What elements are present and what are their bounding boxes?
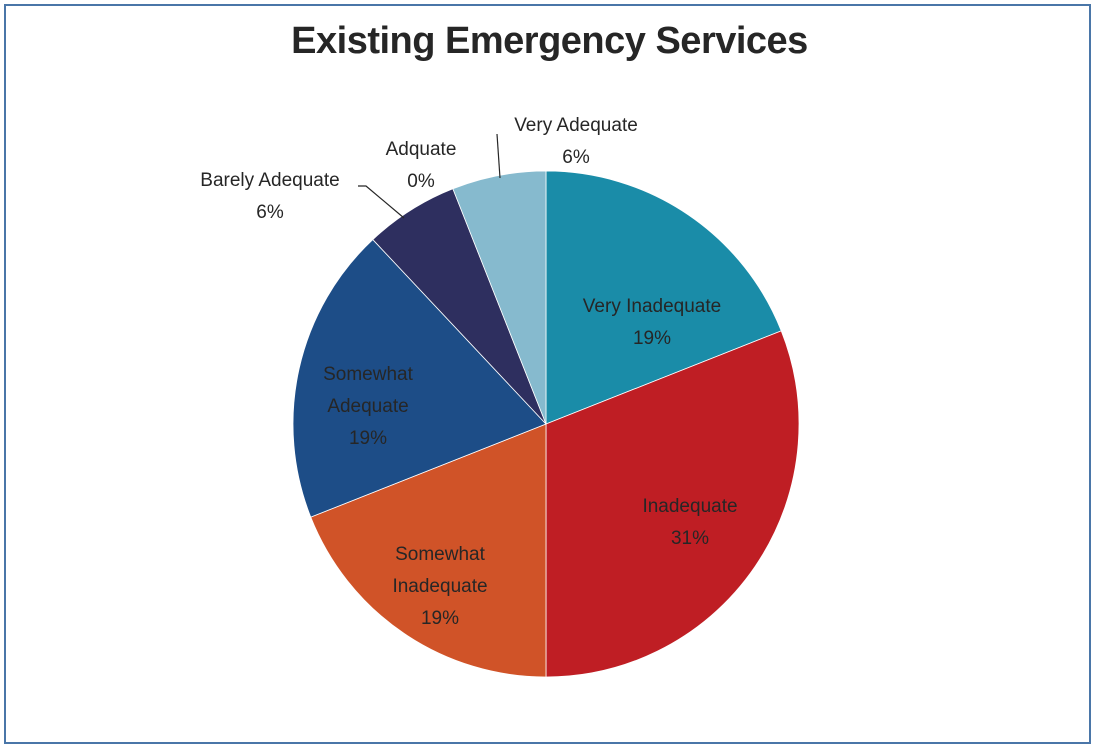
data-label-adquate: Adquate 0% [386,139,457,192]
data-label-barely-adequate: Barely Adequate 6% [200,170,339,223]
pie-slice-very-inadequate [545,170,782,425]
data-label-very-adequate: Very Adequate 6% [514,115,638,168]
chart-title: Existing Emergency Services [291,20,808,62]
pie-slice-somewhat-adequate [292,239,547,518]
data-label-very-inadequate: Very Inadequate 19% [583,296,721,349]
pie-slice-inadequate [545,330,800,678]
data-label-somewhat-inadequate: Somewhat Inadequate 19% [392,544,487,629]
data-label-somewhat-adequate: Somewhat Adequate 19% [323,364,413,449]
pie-slice-somewhat-inadequate [310,423,547,678]
pie-slice-very-adequate [452,170,547,425]
data-label-inadequate: Inadequate 31% [642,496,737,549]
leader-line-barely-adequate [358,185,405,219]
leader-line-very-adequate [496,133,501,179]
